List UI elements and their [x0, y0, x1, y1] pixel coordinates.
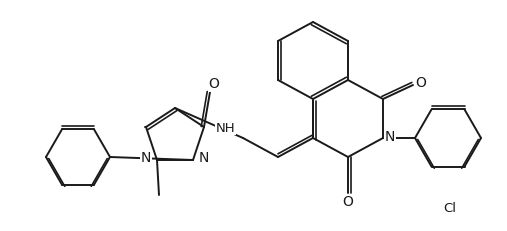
Text: O: O — [343, 195, 353, 209]
Text: N: N — [385, 130, 395, 144]
Text: Cl: Cl — [444, 203, 456, 216]
Text: O: O — [416, 76, 426, 90]
Text: N: N — [199, 151, 209, 165]
Text: NH: NH — [215, 122, 235, 134]
Text: N: N — [140, 151, 151, 165]
Text: O: O — [208, 77, 220, 91]
